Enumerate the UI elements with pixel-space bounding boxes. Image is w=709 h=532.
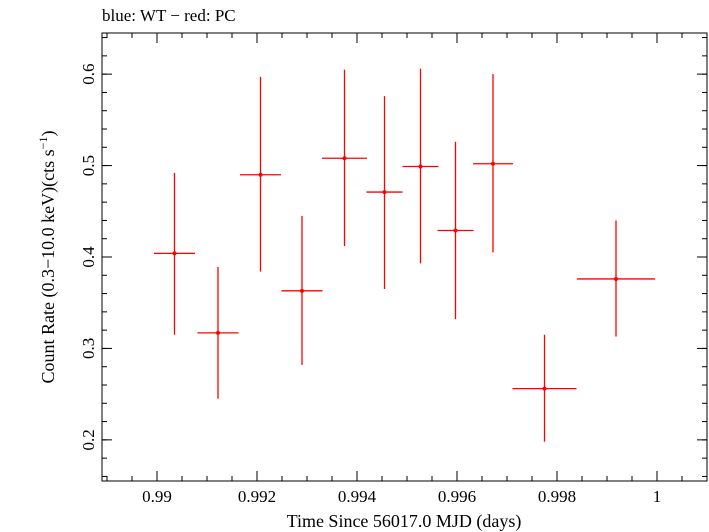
x-tick-label: 0.998	[538, 487, 576, 506]
x-tick-label: 0.99	[142, 487, 172, 506]
data-point	[322, 69, 367, 247]
y-axis-title-main: Count Rate (0.3−10.0 keV)(cts s	[38, 149, 59, 383]
x-axis-ticks: 0.99 0.992 0.994 0.996 0.998 1	[106, 33, 708, 506]
data-point	[577, 220, 655, 337]
y-tick-label: 0.2	[79, 429, 98, 450]
point-marker	[258, 172, 263, 177]
data-point	[197, 267, 239, 399]
x-tick-label: 1	[653, 487, 662, 506]
data-series	[154, 68, 655, 442]
data-point	[240, 76, 281, 272]
data-point	[473, 74, 513, 253]
y-axis-ticks: 0.2 0.3 0.4 0.5 0.6	[79, 37, 707, 477]
point-marker	[172, 251, 177, 256]
point-marker	[491, 161, 495, 166]
point-marker	[542, 386, 547, 391]
point-marker	[342, 156, 347, 161]
data-point	[366, 96, 403, 289]
point-marker	[453, 228, 458, 233]
x-tick-label: 0.996	[438, 487, 476, 506]
data-point	[512, 334, 577, 442]
x-axis-title: Time Since 56017.0 MJD (days)	[287, 511, 522, 532]
point-marker	[614, 276, 618, 281]
data-point	[437, 141, 474, 320]
y-axis-title-sup: −1	[36, 137, 50, 150]
data-point	[154, 172, 195, 335]
point-marker	[216, 330, 220, 335]
point-marker	[300, 288, 304, 293]
y-tick-label: 0.5	[79, 155, 98, 176]
data-point	[281, 215, 323, 365]
point-marker	[418, 164, 423, 169]
data-point	[402, 68, 439, 264]
y-axis-title-close: )	[38, 131, 59, 137]
x-tick-label: 0.994	[338, 487, 377, 506]
y-tick-label: 0.4	[79, 246, 98, 268]
y-tick-label: 0.3	[79, 338, 98, 359]
y-tick-label: 0.6	[79, 64, 98, 85]
point-marker	[382, 190, 387, 195]
chart-title: blue: WT − red: PC	[102, 6, 236, 25]
y-axis-title: Count Rate (0.3−10.0 keV)(cts s−1)	[36, 131, 59, 384]
x-tick-label: 0.992	[238, 487, 276, 506]
